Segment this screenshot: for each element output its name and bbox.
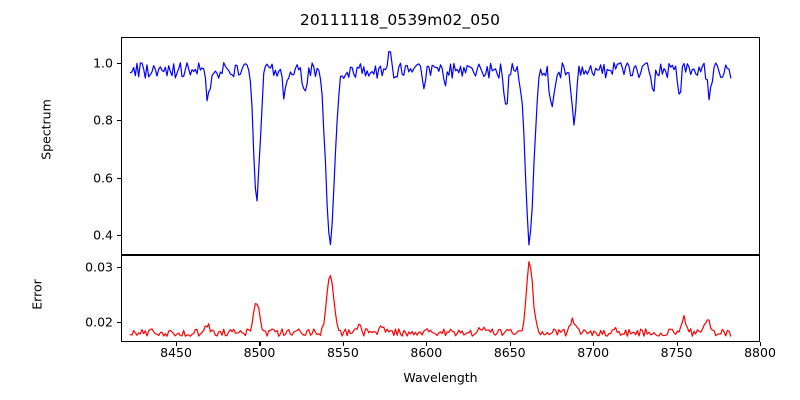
spectrum-plot-panel xyxy=(121,37,760,255)
spectrum-y-tick: 1.0 xyxy=(93,55,113,71)
x-tick: 8800 xyxy=(744,345,776,360)
spectrum-y-tick-mark xyxy=(117,234,121,236)
spectrum-y-tick: 0.4 xyxy=(93,227,113,243)
x-tick: 8650 xyxy=(493,345,526,360)
x-tick-mark xyxy=(676,342,678,346)
error-y-axis-label: Error xyxy=(29,279,45,310)
x-axis-label: Wavelength xyxy=(403,370,478,385)
x-tick: 8500 xyxy=(243,345,276,360)
x-tick-mark xyxy=(259,342,261,346)
spectrum-y-tick-mark xyxy=(117,120,121,122)
figure-title: 20111118_0539m02_050 xyxy=(299,11,501,29)
x-tick-mark xyxy=(760,342,762,346)
spectrum-y-tick-mark xyxy=(117,177,121,179)
x-tick-mark xyxy=(342,342,344,346)
x-tick: 8600 xyxy=(410,345,443,360)
error-y-tick-mark xyxy=(117,267,121,269)
spectrum-y-tick-mark xyxy=(117,62,121,64)
x-tick: 8750 xyxy=(660,345,693,360)
error-data-line xyxy=(129,261,732,337)
x-tick-mark xyxy=(176,342,178,346)
spectrum-y-tick: 0.6 xyxy=(93,170,113,186)
x-tick: 8550 xyxy=(326,345,359,360)
error-y-tick: 0.02 xyxy=(85,314,113,330)
error-y-tick-mark xyxy=(117,321,121,323)
x-tick-mark xyxy=(509,342,511,346)
x-tick: 8450 xyxy=(160,345,192,360)
spectrum-plot-area xyxy=(129,50,732,246)
spectrum-y-tick: 0.8 xyxy=(93,112,113,128)
error-plot-area xyxy=(129,261,732,337)
x-tick-mark xyxy=(593,342,595,346)
spectrum-data-line xyxy=(129,50,732,246)
error-plot-panel xyxy=(121,255,760,342)
x-tick-mark xyxy=(426,342,428,346)
x-tick: 8700 xyxy=(577,345,610,360)
error-y-tick: 0.03 xyxy=(85,259,113,275)
spectrum-y-axis-label: Spectrum xyxy=(38,99,54,160)
